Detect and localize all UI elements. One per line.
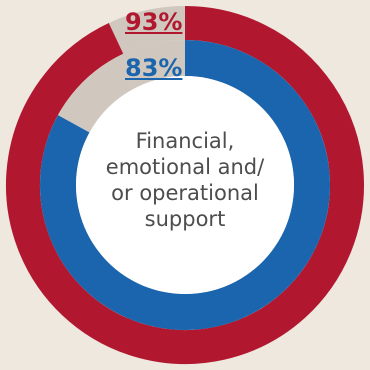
- outer-ring-segment: [6, 6, 364, 364]
- outer-ring-remainder: [108, 6, 186, 54]
- outer-ring-percent-label: 93%: [125, 8, 183, 36]
- inner-ring-remainder: [57, 40, 186, 133]
- inner-ring-segment: [40, 40, 330, 330]
- center-disk: [76, 76, 294, 294]
- inner-ring-percent-label: 83%: [125, 54, 183, 82]
- center-label: Financial, emotional and/ or operational…: [105, 129, 265, 231]
